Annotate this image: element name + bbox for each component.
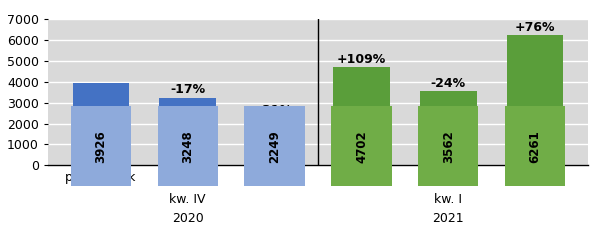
Text: 3248: 3248 [181,130,194,163]
Text: 4702: 4702 [355,130,368,163]
Text: +76%: +76% [515,21,556,34]
Text: 6261: 6261 [529,130,542,163]
Text: 2249: 2249 [268,130,281,163]
Text: 3562: 3562 [442,130,455,163]
Text: kw. IV: kw. IV [169,193,206,206]
Text: 2021: 2021 [433,212,464,226]
Text: kw. I: kw. I [434,193,463,206]
Bar [247,118,303,165]
Text: +109%: +109% [337,53,386,66]
Text: -24%: -24% [431,77,466,90]
Text: 3926: 3926 [94,130,107,163]
Text: -17%: -17% [170,83,205,96]
Bar [420,91,476,165]
Bar [333,67,389,165]
Bar [507,35,563,165]
Text: 2020: 2020 [172,212,203,226]
Text: -31%: -31% [257,104,292,117]
Bar [73,83,129,165]
Bar [160,98,216,165]
